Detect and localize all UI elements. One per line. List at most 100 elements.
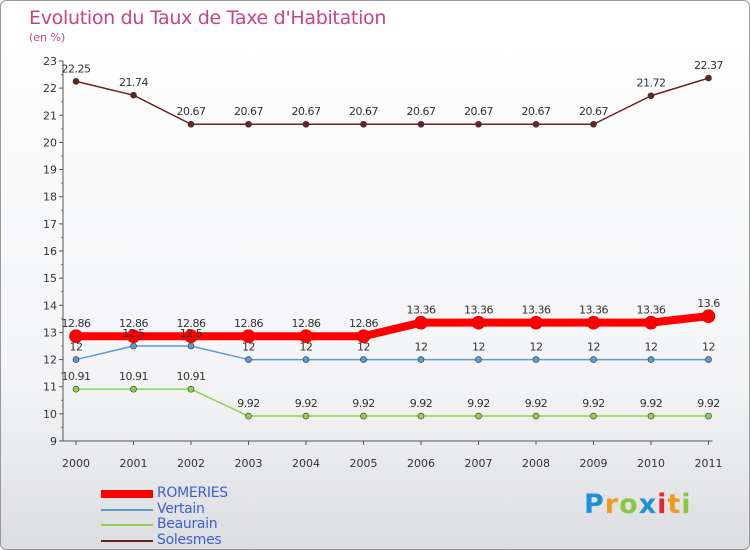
- x-tick-label: 2004: [292, 457, 320, 470]
- series-line-solesmes: [75, 77, 709, 125]
- chart-subtitle: (en %): [29, 31, 66, 44]
- data-label: 9.92: [410, 397, 433, 410]
- data-point: [130, 342, 137, 350]
- data-point: [356, 329, 371, 344]
- data-label: 12: [530, 341, 543, 354]
- data-point: [302, 356, 310, 363]
- y-tick-label: 19: [43, 164, 57, 177]
- legend-item-romeries: ROMERIES: [101, 485, 301, 502]
- x-tick-label: 2008: [522, 457, 550, 470]
- legend-swatch: [101, 524, 153, 526]
- data-point: [475, 412, 482, 420]
- data-label: 12: [645, 341, 658, 354]
- data-point: [130, 385, 137, 393]
- data-label: 12: [587, 341, 600, 354]
- y-tick-label: 14: [43, 299, 57, 312]
- data-point: [302, 120, 310, 128]
- logo-letter: x: [638, 489, 658, 520]
- legend-label: ROMERIES: [157, 485, 228, 501]
- y-tick-label: 12: [43, 354, 57, 367]
- data-label: 9.92: [582, 397, 605, 410]
- data-point: [299, 329, 313, 344]
- legend-item-beaurain: Beaurain: [101, 516, 301, 533]
- legend-swatch: [101, 490, 153, 498]
- data-point: [360, 412, 367, 420]
- legend-label: Solesmes: [157, 531, 222, 548]
- data-label: 12: [702, 341, 715, 354]
- data-point: [532, 356, 540, 363]
- data-point: [705, 412, 712, 420]
- y-tick-label: 22: [43, 82, 57, 95]
- legend-swatch: [101, 539, 153, 542]
- data-point: [647, 412, 655, 420]
- data-label: 12: [300, 341, 313, 354]
- data-label: 10.91: [62, 370, 91, 383]
- data-label: 9.92: [237, 397, 260, 410]
- y-tick-label: 21: [43, 109, 57, 122]
- y-tick-label: 16: [43, 245, 57, 258]
- data-label: 12: [415, 341, 428, 354]
- data-point: [647, 356, 655, 363]
- data-label: 20.67: [349, 105, 378, 118]
- data-point: [644, 315, 658, 330]
- data-point: [590, 412, 597, 420]
- data-label: 22.37: [694, 59, 723, 72]
- data-point: [187, 385, 195, 393]
- data-point: [532, 412, 540, 420]
- data-label: 10.91: [177, 370, 206, 383]
- data-point: [72, 385, 80, 393]
- y-tick-label: 13: [43, 326, 57, 339]
- data-label: 12: [357, 341, 370, 354]
- data-label: 12.86: [349, 317, 378, 330]
- data-point: [475, 120, 482, 128]
- y-tick-label: 15: [43, 272, 57, 285]
- data-label: 13.36: [522, 304, 551, 317]
- data-point: [360, 120, 367, 128]
- logo-letter: o: [619, 489, 639, 520]
- data-point: [241, 329, 256, 344]
- data-point: [471, 315, 486, 330]
- data-label: 12.5: [180, 327, 203, 340]
- data-label: 21.72: [637, 77, 666, 90]
- data-point: [701, 309, 716, 323]
- chart-title: Evolution du Taux de Taxe d'Habitation: [29, 7, 387, 29]
- y-tick-label: 10: [43, 408, 57, 421]
- y-tick-label: 18: [43, 191, 57, 204]
- data-label: 12: [242, 341, 255, 354]
- data-label: 9.92: [467, 397, 490, 410]
- data-label: 20.67: [292, 105, 321, 118]
- x-tick-label: 2010: [637, 457, 665, 470]
- y-tick-label: 9: [50, 435, 57, 448]
- legend-label: Vertain: [157, 500, 205, 517]
- logo-letter: i: [657, 489, 668, 520]
- data-point: [705, 356, 712, 363]
- data-label: 12: [472, 341, 485, 354]
- data-point: [126, 329, 141, 344]
- x-tick-label: 2007: [465, 457, 493, 470]
- data-point: [586, 315, 601, 330]
- data-label: 12.86: [292, 317, 321, 330]
- data-label: 13.36: [464, 304, 493, 317]
- data-point: [417, 356, 425, 363]
- x-tick-label: 2003: [235, 457, 263, 470]
- x-tick-label: 2002: [177, 457, 205, 470]
- data-label: 12.86: [62, 317, 91, 330]
- data-label: 9.92: [295, 397, 318, 410]
- data-point: [590, 356, 597, 363]
- data-point: [245, 356, 252, 363]
- data-label: 12: [70, 341, 83, 354]
- y-tick-label: 20: [43, 136, 57, 149]
- x-tick-label: 2011: [695, 457, 723, 470]
- x-tick-label: 2001: [120, 457, 148, 470]
- data-point: [130, 91, 137, 99]
- logo-letter: P: [584, 489, 605, 520]
- data-label: 22.25: [62, 62, 91, 75]
- data-label: 12.86: [234, 317, 263, 330]
- data-label: 13.36: [637, 304, 666, 317]
- y-tick-label: 23: [43, 55, 57, 68]
- data-point: [187, 120, 195, 128]
- x-tick-label: 2000: [62, 457, 90, 470]
- data-point: [417, 120, 425, 128]
- logo-letter: t: [667, 489, 682, 520]
